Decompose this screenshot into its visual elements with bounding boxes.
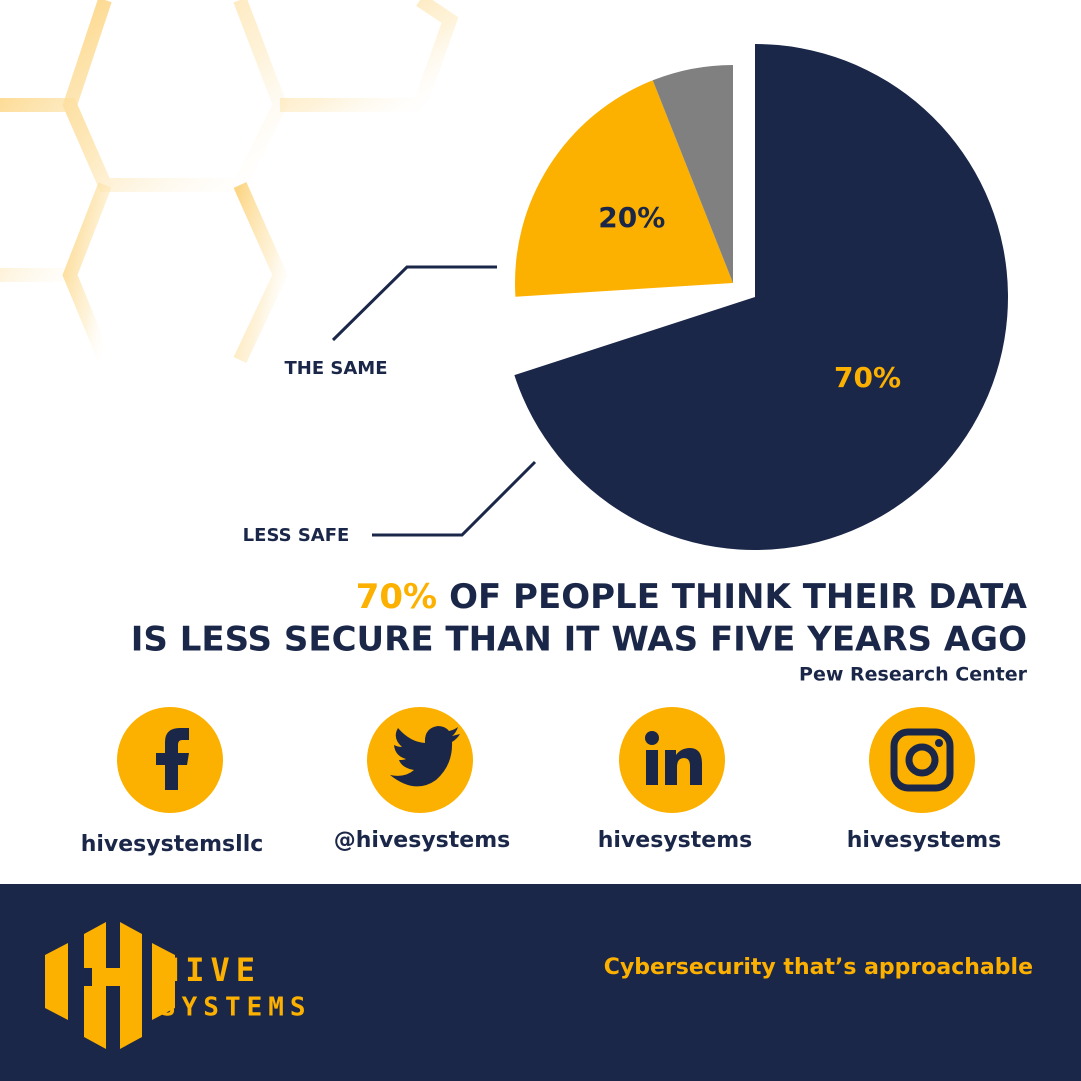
social-handle[interactable]: @hivesystems [334, 828, 510, 853]
social-handle[interactable]: hivesystems [598, 828, 752, 853]
pie-slice [514, 44, 1008, 550]
headline-line: IS LESS SECURE THAN IT WAS FIVE YEARS AG… [131, 620, 1027, 660]
source: Pew Research Center [799, 664, 1028, 686]
leader-lines [331, 265, 537, 537]
category-label: THE SAME [284, 358, 387, 379]
instagram-dot [935, 739, 943, 747]
instagram-glyph [890, 728, 954, 792]
social-icons [117, 707, 975, 813]
twitter-glyph [390, 726, 460, 787]
logo-mark [45, 922, 175, 1049]
facebook-glyph [156, 728, 189, 790]
leader-line [372, 460, 537, 537]
brand: HIVE [160, 951, 261, 989]
brand-sub: SYSTEMS [160, 993, 312, 1023]
pie-slice [515, 80, 733, 297]
leader-line [331, 265, 497, 342]
value-label: 20% [598, 201, 665, 234]
pie-slice [652, 65, 733, 283]
tagline: Cybersecurity that’s approachable [604, 955, 1033, 980]
pie: 70% LESS SAFE 20% THE SAME [243, 44, 1008, 550]
instagram-icon[interactable] [869, 707, 975, 813]
linkedin-glyph [645, 731, 702, 785]
headline-line: OF PEOPLE THINK THEIR DATA [449, 577, 1028, 617]
social-handle[interactable]: hivesystems [847, 828, 1001, 853]
social-handle[interactable]: hivesystemsllc [81, 832, 264, 857]
category-label: LESS SAFE [243, 525, 350, 546]
hex-background [0, 0, 540, 363]
social-handles: hivesystemsllc @hivesystems hivesystems … [81, 828, 1002, 857]
headline-highlight: 70% [356, 577, 437, 617]
value-label: 70% [834, 361, 901, 394]
headline: 70% OF PEOPLE THINK THEIR DATA [356, 577, 1028, 617]
footer [0, 884, 1081, 1081]
